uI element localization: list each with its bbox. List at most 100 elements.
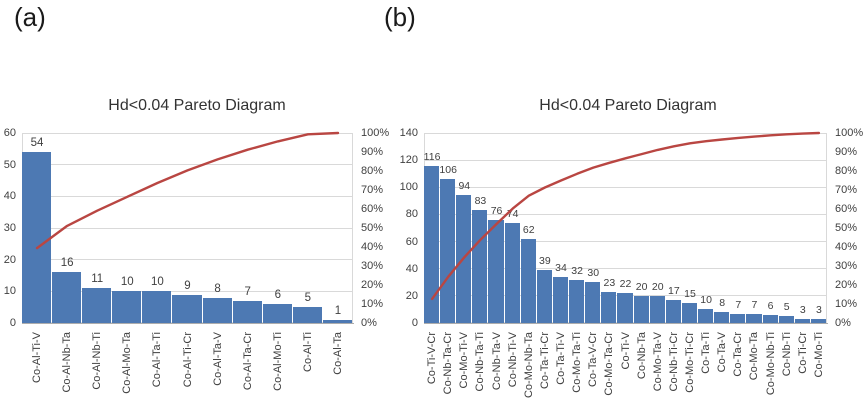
plot-area-border — [22, 133, 353, 323]
panel-label-b: (b) — [384, 2, 416, 32]
gridline — [424, 295, 827, 297]
left-axis-tick: 10 — [3, 285, 16, 298]
x-category-label: Co-Ta-Cr — [732, 332, 745, 377]
bar — [292, 307, 322, 323]
bar — [172, 294, 202, 323]
right-axis-tick: 0% — [361, 317, 377, 329]
left-axis-tick: 0 — [411, 317, 418, 329]
bar-value-label: 5 — [783, 301, 790, 314]
x-category-label: Co-Mo-Ta-Ti — [571, 332, 584, 393]
bar — [794, 318, 810, 323]
x-category-label: Co-Ta-V-Cr — [587, 332, 600, 388]
bar — [665, 299, 681, 323]
bar-value-label: 6 — [767, 299, 774, 312]
x-category-label: Co-Al-Ti-Cr — [181, 332, 194, 388]
bar — [617, 293, 633, 323]
bar-value-label: 9 — [184, 279, 191, 292]
left-axis-tick: 60 — [405, 235, 418, 248]
bar — [472, 210, 488, 323]
bar-value-label: 116 — [423, 150, 441, 163]
bar-value-label: 39 — [539, 255, 551, 268]
bar — [112, 291, 142, 323]
bar — [746, 313, 762, 323]
bar-value-label: 8 — [214, 282, 221, 295]
bar-value-label: 22 — [619, 278, 632, 291]
bar — [698, 309, 714, 323]
right-axis-tick: 90% — [361, 146, 384, 158]
left-axis-tick: 50 — [3, 158, 16, 171]
bar-value-label: 20 — [651, 280, 664, 293]
right-axis-tick: 50% — [835, 222, 858, 234]
gridline — [22, 290, 353, 292]
gridline — [424, 241, 827, 243]
chart-title: Hd<0.04 Pareto Diagram — [539, 97, 717, 114]
x-axis-line — [424, 322, 828, 324]
cumulative-line — [430, 131, 821, 301]
x-category-label: Co-Al-Mo-Ta — [121, 332, 134, 394]
right-axis-tick: 90% — [835, 146, 858, 158]
x-category-label: Co-Al-Ta — [331, 332, 344, 375]
bar — [232, 300, 262, 323]
bar — [633, 295, 649, 323]
right-axis-tick: 70% — [361, 184, 384, 196]
bar-value-label: 3 — [799, 303, 806, 316]
bar-value-label: 7 — [735, 298, 742, 311]
x-category-label: Co-Al-Ta-V — [211, 332, 224, 386]
x-category-label: Co-Ti-V-Cr — [426, 332, 439, 385]
x-category-label: Co-Mo-Ti-V — [458, 332, 471, 389]
bar — [424, 165, 440, 323]
bar-value-label: 10 — [700, 294, 712, 307]
bar-value-label: 11 — [91, 273, 104, 286]
bar-value-label: 7 — [244, 285, 251, 298]
bar — [322, 319, 352, 323]
bar — [504, 222, 520, 323]
bar-value-label: 34 — [555, 261, 567, 274]
x-category-label: Co-Mo-Ta-Cr — [603, 332, 616, 396]
right-axis-tick: 30% — [835, 260, 858, 272]
right-axis-tick: 60% — [361, 203, 384, 215]
right-axis-tick: 10% — [361, 298, 384, 310]
gridline — [22, 227, 353, 229]
bar-value-label: 23 — [603, 276, 616, 289]
bar — [262, 304, 292, 323]
left-axis-tick: 120 — [399, 154, 418, 167]
gridline — [22, 195, 353, 197]
bar — [536, 270, 552, 323]
right-axis-tick: 20% — [361, 279, 384, 291]
x-category-label: Co-Ti-Cr — [796, 332, 809, 374]
x-category-label: Co-Ta-Ti-V — [555, 332, 568, 385]
left-axis-tick: 40 — [3, 190, 16, 203]
bar — [681, 302, 698, 323]
x-category-label: Co-Mo-Nb-Ti — [764, 332, 777, 396]
left-axis-tick: 30 — [3, 222, 16, 234]
x-category-label: Co-Al-Ti — [301, 332, 314, 372]
bar — [82, 288, 112, 323]
plot-area-border — [424, 133, 827, 323]
x-category-label: Co-Mo-Nb-Ta — [522, 332, 535, 399]
right-axis-tick: 100% — [361, 127, 390, 139]
gridline — [22, 164, 353, 166]
bar — [778, 316, 794, 323]
gridline — [424, 268, 827, 270]
bar-value-label: 8 — [719, 297, 726, 310]
x-category-label: Co-Al-Ta-Ti — [151, 332, 164, 388]
left-axis-tick: 20 — [3, 253, 16, 266]
x-category-label: Co-Mo-Ti-Cr — [683, 332, 696, 393]
x-category-label: Co-Nb-Ti-V — [506, 332, 519, 388]
bar-value-label: 30 — [587, 267, 600, 280]
left-axis-tick: 100 — [399, 181, 418, 194]
gridline — [424, 213, 827, 215]
bar-value-label: 7 — [751, 298, 758, 311]
left-axis-tick: 0 — [9, 317, 16, 329]
x-category-label: Co-Nb-Ta-Cr — [442, 332, 455, 395]
bar-value-label: 20 — [635, 280, 648, 293]
left-axis-tick: 60 — [3, 127, 16, 139]
right-axis-tick: 40% — [361, 241, 384, 253]
x-axis-line — [22, 322, 354, 324]
x-category-label: Co-Ta-Ti — [700, 332, 713, 374]
bar — [202, 297, 232, 323]
x-category-label: Co-Mo-Ta — [748, 332, 761, 381]
x-category-label: Co-Nb-Ta-Ti — [474, 332, 487, 392]
